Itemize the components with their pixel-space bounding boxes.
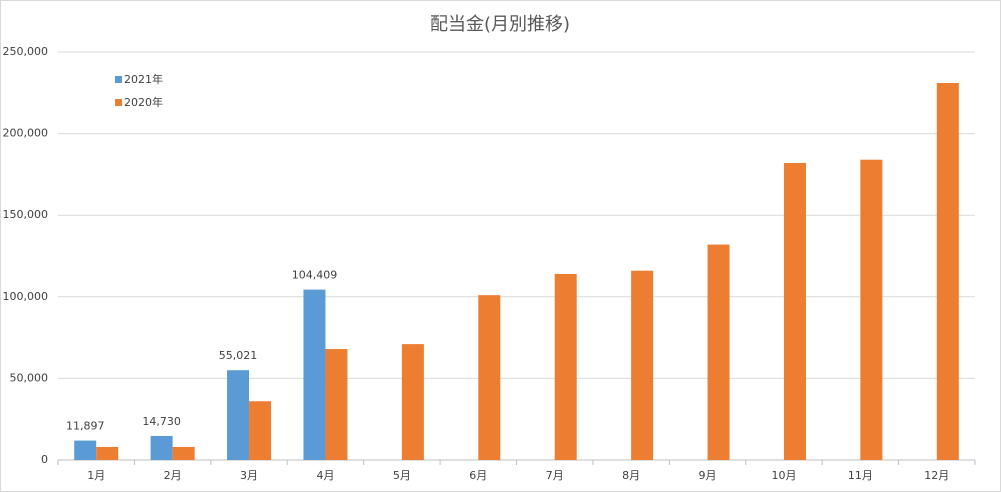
x-tick-label: 10月 <box>771 469 796 482</box>
bar <box>401 344 424 460</box>
x-tick-label: 4月 <box>316 469 334 482</box>
legend-swatch <box>115 99 122 106</box>
bar <box>172 446 195 460</box>
x-tick-label: 9月 <box>699 469 717 482</box>
bar <box>631 270 654 460</box>
x-tick-label: 8月 <box>622 469 640 482</box>
bar <box>936 83 959 461</box>
x-tick-label: 3月 <box>240 469 258 482</box>
bar <box>227 370 250 460</box>
y-tick-label: 50,000 <box>10 371 49 384</box>
bar <box>478 295 501 460</box>
legend-label: 2020年 <box>124 95 163 109</box>
value-label: 104,409 <box>292 269 338 282</box>
x-tick-label: 5月 <box>393 469 411 482</box>
legend-swatch <box>115 76 122 83</box>
legend-label: 2021年 <box>124 72 163 86</box>
x-tick-label: 7月 <box>546 469 564 482</box>
x-tick-label: 12月 <box>924 469 949 482</box>
y-tick-label: 0 <box>41 453 48 466</box>
value-label: 14,730 <box>142 415 181 428</box>
value-label: 11,897 <box>66 420 105 433</box>
bar <box>783 162 806 460</box>
chart-title: 配当金(月別推移) <box>430 14 570 35</box>
x-tick-label: 11月 <box>848 469 873 482</box>
y-tick-label: 200,000 <box>3 127 49 140</box>
x-tick-label: 2月 <box>164 469 182 482</box>
y-tick-label: 250,000 <box>3 45 49 58</box>
value-label: 55,021 <box>219 349 258 362</box>
bar <box>325 349 348 460</box>
bar <box>74 440 97 460</box>
bar <box>303 289 326 460</box>
bar <box>249 401 272 460</box>
x-tick-label: 6月 <box>469 469 487 482</box>
bar <box>860 159 883 460</box>
bar <box>554 273 577 460</box>
y-tick-label: 150,000 <box>3 208 49 221</box>
x-tick-label: 1月 <box>87 469 105 482</box>
y-tick-label: 100,000 <box>3 290 49 303</box>
bar <box>96 446 119 460</box>
bar <box>150 435 173 460</box>
bar <box>707 244 730 460</box>
